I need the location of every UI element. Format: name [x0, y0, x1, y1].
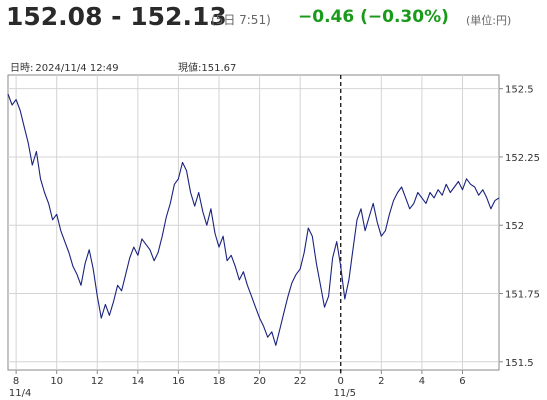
- current-value: 151.67: [201, 63, 237, 74]
- x-tick-label: 18: [213, 376, 226, 387]
- x-tick-label: 8: [13, 376, 19, 387]
- y-tick-label: 152.5: [505, 85, 534, 96]
- x-tick-label: 12: [91, 376, 104, 387]
- date-label: 11/4: [9, 388, 31, 399]
- y-tick-label: 152: [505, 221, 524, 232]
- y-tick-label: 151.75: [505, 290, 540, 301]
- y-tick-label: 151.5: [505, 358, 534, 369]
- price-change: −0.46 (−0.30%): [298, 7, 449, 27]
- x-tick-label: 16: [172, 376, 185, 387]
- price-range: 152.08 - 152.13: [6, 2, 227, 31]
- price-series-line: [7, 93, 500, 346]
- date-label: 11/5: [334, 388, 356, 399]
- x-tick-label: 20: [253, 376, 266, 387]
- x-tick-label: 14: [131, 376, 144, 387]
- x-tick-label: 4: [419, 376, 425, 387]
- current-value-readout: 現値:151.67: [178, 59, 236, 74]
- datetime-value: 2024/11/4 12:49: [35, 63, 119, 74]
- unit-label: (単位:円): [466, 14, 512, 27]
- quote-time: (5日 7:51): [211, 13, 271, 27]
- x-tick-label: 6: [459, 376, 465, 387]
- datetime-readout: 日時: 2024/11/4 12:49: [10, 59, 121, 74]
- x-tick-label: 0: [338, 376, 344, 387]
- x-tick-label: 22: [294, 376, 307, 387]
- current-label: 現値:: [178, 63, 202, 74]
- y-tick-label: 152.25: [505, 153, 540, 164]
- x-tick-label: 10: [50, 376, 63, 387]
- datetime-label: 日時:: [10, 63, 34, 74]
- plot-frame: [7, 74, 500, 371]
- quote-header: 152.08 - 152.13 (5日 7:51) −0.46 (−0.30%)…: [6, 2, 546, 36]
- x-tick-label: 2: [378, 376, 384, 387]
